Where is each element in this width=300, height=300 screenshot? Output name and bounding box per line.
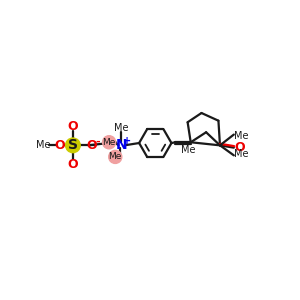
Text: O: O — [68, 120, 78, 133]
Text: -: - — [95, 136, 100, 146]
Text: O: O — [234, 141, 244, 154]
Text: Me: Me — [233, 149, 248, 159]
Text: O: O — [87, 139, 98, 152]
Text: N: N — [116, 138, 127, 152]
Text: O: O — [55, 139, 65, 152]
Text: Me: Me — [233, 131, 248, 141]
Text: Me: Me — [109, 152, 122, 161]
Circle shape — [109, 150, 122, 164]
Text: Me: Me — [181, 145, 196, 155]
Text: S: S — [68, 138, 78, 152]
Circle shape — [66, 138, 80, 153]
Text: Me: Me — [114, 123, 129, 134]
Text: +: + — [123, 136, 131, 146]
Text: Me: Me — [102, 138, 116, 147]
Circle shape — [103, 136, 116, 149]
Text: O: O — [68, 158, 78, 171]
Text: Me: Me — [36, 140, 51, 150]
